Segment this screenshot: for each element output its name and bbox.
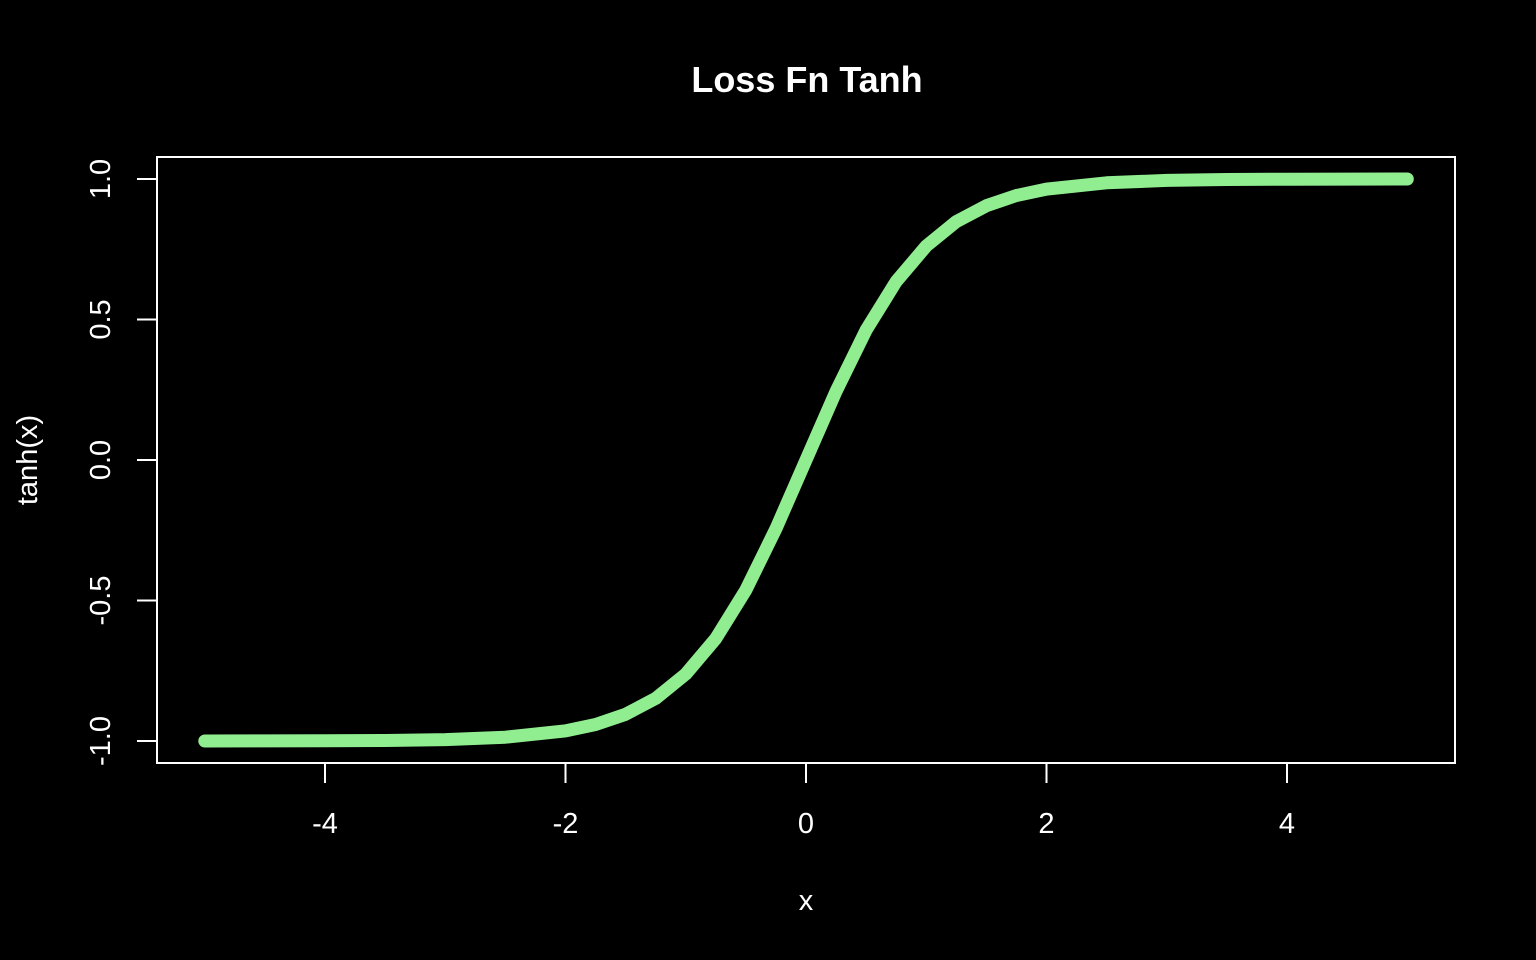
chart-title: Loss Fn Tanh xyxy=(691,59,922,100)
series-line xyxy=(198,172,1414,748)
y-axis-label: tanh(x) xyxy=(12,415,44,505)
x-axis-label: x xyxy=(799,885,814,917)
x-tick-label: -4 xyxy=(312,808,338,840)
x-tick-label: 4 xyxy=(1279,808,1295,840)
x-tick-label: 2 xyxy=(1038,808,1054,840)
y-tick-label: 1.0 xyxy=(85,159,117,199)
x-tick-label: 0 xyxy=(798,808,814,840)
x-axis: -4 -2 0 2 4 xyxy=(312,762,1295,840)
y-tick-label: 0.0 xyxy=(85,440,117,480)
series-layer xyxy=(198,172,1414,748)
y-tick-label: -0.5 xyxy=(85,576,117,626)
x-tick-label: -2 xyxy=(553,808,579,840)
y-axis: -1.0 -0.5 0.0 0.5 1.0 xyxy=(85,159,158,766)
y-tick-label: 0.5 xyxy=(85,299,117,339)
y-tick-label: -1.0 xyxy=(85,716,117,766)
